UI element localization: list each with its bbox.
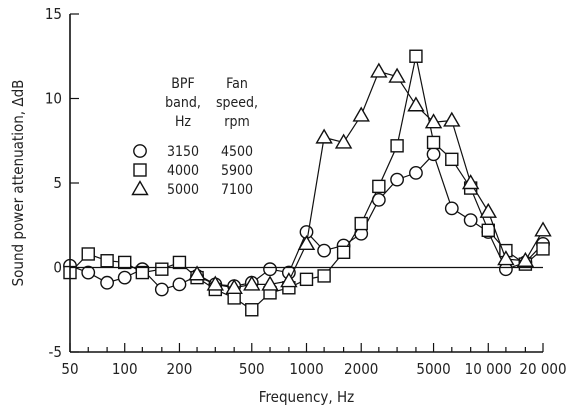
triangle-point [370,62,388,78]
legend: BPF band, Hz Fan speed, rpm 3150 4500 4000 5900 50… [131,76,258,198]
square-point [372,179,386,194]
triangle-point [479,202,497,218]
triangle-point [243,275,261,291]
circle-point [81,265,96,280]
triangle-point [315,128,333,144]
square-point [426,135,441,150]
triangle-point [497,250,515,266]
legend-header-speed: rpm [224,114,249,130]
x-tick-label: 100 [112,360,138,378]
triangle-point [352,106,370,122]
legend-bpf-value: 4000 [167,163,199,179]
legend-speed-value: 5900 [221,163,253,179]
legend-header-speed: speed, [216,95,258,111]
triangle-point [261,275,279,291]
square-point [118,255,132,270]
square-point [390,139,404,153]
square-point [354,216,368,231]
circle-point [426,147,441,162]
triangle-series [188,62,552,294]
x-tick-label: 5000 [416,360,450,378]
square-point [336,245,351,259]
triangle-point [534,221,552,237]
square-point [481,223,495,238]
square-point [100,254,114,268]
x-tick-label: 500 [239,360,265,378]
x-tick-label: 2000 [344,360,378,378]
legend-header-bpf: band, [165,95,201,111]
x-tick-label: 10 000 [465,360,512,378]
triangle-point [424,113,443,129]
circle-point [100,275,115,290]
triangle-point [443,111,461,127]
square-point [536,242,550,256]
triangle-point [388,67,406,83]
x-tick-label: 20 000 [519,360,566,378]
triangle-point [280,272,298,288]
y-tick-label: 10 [45,90,62,108]
x-tick-label: 1000 [289,360,323,378]
triangle-point [407,96,425,112]
triangle-point [461,174,480,190]
square-point [317,269,331,283]
triangle-point [188,265,206,281]
circle-point [409,165,423,180]
circle-point [117,270,132,285]
series-layer [63,49,552,317]
legend-triangle-icon [131,180,149,196]
square-point [81,247,95,261]
legend-circle-icon [133,144,147,158]
square-point [409,49,423,63]
triangle-point [334,133,353,149]
circle-point [444,201,459,216]
y-tick-label: 0 [53,259,62,277]
square-point [245,303,259,317]
y-axis-label: Sound power attenuation, ΔdB [9,80,27,287]
y-tick-label: 15 [45,5,62,23]
triangle-point [297,234,316,251]
axis-tick-labels: 50 100 200 500 1000 2000 5000 10 000 20 000 -5 0 5 1… [45,5,567,378]
square-point [135,265,150,280]
legend-header-speed: Fan [226,76,248,92]
circle-point [390,172,404,187]
legend-header-bpf: Hz [175,114,191,130]
x-axis-label: Frequency, Hz [259,388,354,406]
circle-point [154,282,169,297]
legend-square-icon [133,163,147,177]
x-tick-label: 200 [167,360,193,378]
circle-point [317,243,332,258]
triangle-point [516,251,535,267]
legend-speed-value: 7100 [221,182,253,198]
legend-speed-value: 4500 [221,144,253,160]
y-tick-label: 5 [53,174,62,192]
legend-bpf-value: 5000 [167,182,199,198]
triangle-point [206,275,225,291]
square-series [63,49,550,317]
square-point [172,255,187,270]
circle-point [172,277,187,292]
y-tick-label: -5 [49,343,62,361]
legend-bpf-value: 3150 [167,144,199,160]
square-point [445,152,459,167]
circle-point [463,213,478,228]
legend-header-bpf: BPF [171,76,194,92]
square-point [155,262,169,276]
square-point [299,272,314,287]
circle-point [263,262,277,277]
x-tick-label: 50 [61,360,78,378]
triangle-point [225,278,243,294]
